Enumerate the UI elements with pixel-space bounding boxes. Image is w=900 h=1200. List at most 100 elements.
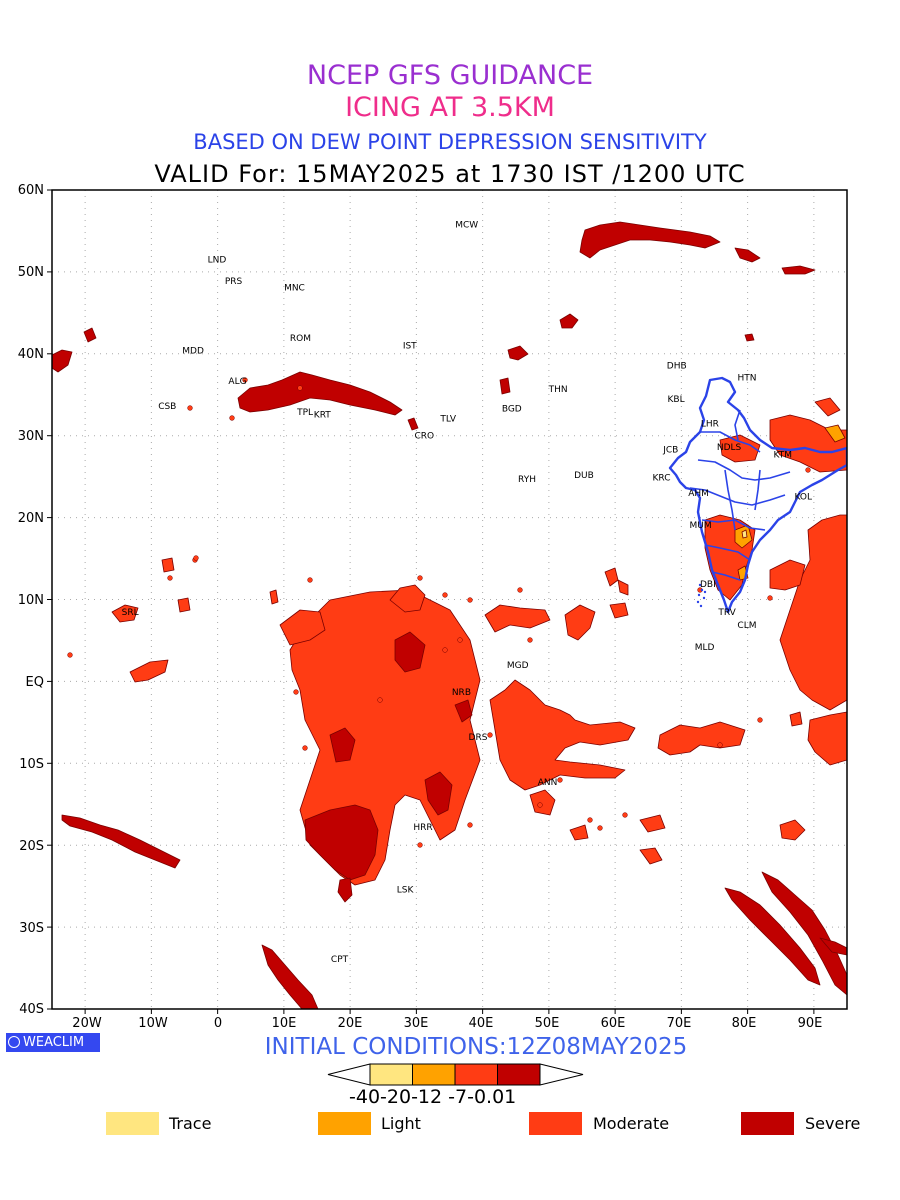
lat-label: 20S bbox=[19, 839, 44, 854]
state-boundary bbox=[754, 469, 761, 511]
lon-label: 50E bbox=[534, 1016, 560, 1031]
station-label: PRS bbox=[225, 277, 243, 287]
station-label: RYH bbox=[518, 475, 536, 485]
icing-area-18 bbox=[789, 711, 803, 727]
icing-cell bbox=[622, 812, 628, 818]
map-frame bbox=[51, 189, 848, 1010]
station-label: KTM bbox=[774, 451, 792, 461]
state-boundary bbox=[704, 544, 751, 561]
title-product: ICING AT 3.5KM bbox=[345, 92, 555, 123]
icing-cell bbox=[457, 637, 463, 643]
icing-cell bbox=[67, 652, 73, 658]
station-label: ALG bbox=[228, 377, 246, 387]
icing-area-52 bbox=[824, 424, 846, 443]
icing-cell bbox=[293, 689, 299, 695]
copyright-icon bbox=[8, 1036, 20, 1048]
icing-area-29 bbox=[337, 877, 353, 903]
legend-swatch-severe bbox=[741, 1112, 794, 1135]
station-label: KBL bbox=[668, 395, 685, 405]
icing-area-10 bbox=[529, 789, 556, 816]
station-label: HRR bbox=[413, 823, 432, 833]
icing-area-30 bbox=[424, 771, 453, 816]
icing-area-34 bbox=[237, 371, 403, 416]
lon-label: 80E bbox=[731, 1016, 757, 1031]
icing-area-1 bbox=[389, 584, 426, 613]
station-label: KRT bbox=[314, 410, 332, 420]
lat-label: 50N bbox=[17, 265, 44, 280]
station-label: ANN bbox=[538, 778, 558, 788]
title-valid-time: VALID For: 15MAY2025 at 1730 IST /1200 U… bbox=[154, 160, 746, 188]
lon-label: 30E bbox=[403, 1016, 429, 1031]
station-label: LHR bbox=[701, 419, 719, 429]
icing-area-39 bbox=[559, 313, 579, 329]
icing-area-25 bbox=[177, 597, 191, 613]
icing-cell bbox=[805, 467, 811, 473]
india-boundary bbox=[668, 376, 847, 614]
lon-label: 60E bbox=[600, 1016, 626, 1031]
island-marker bbox=[700, 588, 704, 592]
colorbar-swatch-severe bbox=[497, 1063, 541, 1086]
icing-cell bbox=[187, 405, 193, 411]
icing-area-38 bbox=[781, 265, 816, 275]
station-label: SRL bbox=[122, 608, 139, 618]
state-boundary bbox=[700, 431, 761, 453]
icing-area-12 bbox=[639, 847, 663, 865]
icing-area-16 bbox=[807, 711, 847, 766]
icing-cell bbox=[377, 697, 383, 703]
station-labels: MCW LND PRS MNC ROM IST MDD ALG CSB TPL KRT TLV CRO B… bbox=[122, 220, 812, 965]
station-label: LND bbox=[208, 256, 227, 266]
icing-cell bbox=[193, 555, 199, 561]
icing-cell bbox=[302, 745, 308, 751]
icing-area-36 bbox=[579, 221, 721, 259]
station-label: TPL bbox=[296, 408, 313, 418]
icing-cell bbox=[242, 377, 248, 383]
station-label: MNC bbox=[284, 283, 305, 293]
icing-cell bbox=[597, 825, 603, 831]
icing-area-53 bbox=[741, 529, 748, 539]
island-marker bbox=[699, 604, 703, 608]
station-label: JCB bbox=[662, 446, 678, 456]
legend-label-trace: Trace bbox=[169, 1114, 212, 1133]
icing-area-4 bbox=[657, 721, 746, 756]
icing-cell bbox=[307, 577, 313, 583]
station-label: DHB bbox=[667, 361, 687, 371]
station-label: DBI bbox=[700, 580, 716, 590]
icing-cell bbox=[167, 575, 173, 581]
station-label: MLD bbox=[695, 643, 715, 653]
icing-cell bbox=[557, 777, 563, 783]
lat-label: 60N bbox=[17, 183, 44, 198]
icing-area-14 bbox=[779, 514, 847, 711]
colorbar-swatch-trace bbox=[369, 1063, 413, 1086]
lon-label: 40E bbox=[468, 1016, 494, 1031]
title-method: BASED ON DEW POINT DEPRESSION SENSITIVIT… bbox=[193, 130, 707, 154]
lon-label: 10E bbox=[271, 1016, 297, 1031]
logo-text: WEACLIM bbox=[23, 1035, 85, 1050]
icing-area-6 bbox=[564, 604, 596, 641]
icing-cell bbox=[467, 597, 473, 603]
icing-area-28 bbox=[304, 804, 379, 881]
icing-area-49 bbox=[819, 937, 847, 956]
icing-area-8 bbox=[617, 579, 629, 596]
icing-cell bbox=[487, 732, 493, 738]
lat-label: 40N bbox=[17, 347, 44, 362]
legend-label-moderate: Moderate bbox=[593, 1114, 670, 1133]
icing-area-46 bbox=[261, 944, 319, 1009]
lat-label: 10N bbox=[17, 593, 44, 608]
legend-label-light: Light bbox=[381, 1114, 421, 1133]
legend-swatch-light bbox=[318, 1112, 371, 1135]
icing-area-15 bbox=[769, 559, 806, 591]
india-outline bbox=[668, 376, 847, 614]
icing-area-31 bbox=[394, 631, 426, 673]
icing-cell bbox=[467, 822, 473, 828]
icing-cell bbox=[517, 587, 523, 593]
station-label: NRB bbox=[452, 688, 471, 698]
station-label: MGD bbox=[507, 661, 529, 671]
icing-area-32 bbox=[329, 727, 356, 763]
island-marker bbox=[697, 593, 701, 597]
icing-cell bbox=[297, 385, 303, 391]
icing-cell bbox=[717, 742, 723, 748]
icing-cell bbox=[537, 802, 543, 808]
state-boundary bbox=[711, 571, 741, 581]
icing-area-26 bbox=[161, 557, 175, 573]
